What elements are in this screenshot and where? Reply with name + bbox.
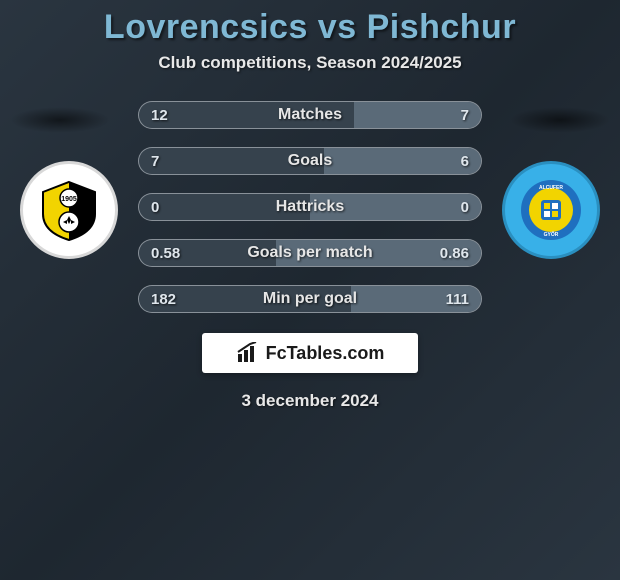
crest-soroksar: 1905 bbox=[37, 178, 101, 242]
stat-bar-goals-per-match: 0.58 Goals per match 0.86 bbox=[138, 239, 482, 267]
stat-value-right: 7 bbox=[461, 107, 469, 124]
svg-text:GYŐR: GYŐR bbox=[544, 231, 559, 238]
brand-box: FcTables.com bbox=[202, 333, 418, 373]
chart-icon bbox=[236, 342, 260, 364]
stat-label: Goals bbox=[139, 152, 481, 170]
date-text: 3 december 2024 bbox=[241, 391, 378, 411]
stats-row: 1905 ALCUFER GYŐ bbox=[0, 101, 620, 313]
stat-value-right: 0.86 bbox=[440, 245, 469, 262]
stat-bar-min-per-goal: 182 Min per goal 111 bbox=[138, 285, 482, 313]
comparison-card: Lovrencsics vs Pishchur Club competition… bbox=[0, 0, 620, 411]
stat-value-right: 0 bbox=[461, 199, 469, 216]
stats-list: 12 Matches 7 7 Goals 6 0 Hattricks 0 bbox=[138, 101, 482, 313]
stat-label: Goals per match bbox=[139, 244, 481, 262]
team-badge-left: 1905 bbox=[20, 161, 118, 259]
badge-shadow-right bbox=[510, 107, 610, 133]
crest-gyirmot: ALCUFER GYŐR bbox=[519, 178, 583, 242]
brand-text: FcTables.com bbox=[266, 343, 385, 364]
stat-value-right: 6 bbox=[461, 153, 469, 170]
stat-label: Hattricks bbox=[139, 198, 481, 216]
stat-label: Matches bbox=[139, 106, 481, 124]
svg-text:1905: 1905 bbox=[61, 196, 77, 203]
svg-text:ALCUFER: ALCUFER bbox=[539, 185, 563, 191]
badge-shadow-left bbox=[10, 107, 110, 133]
stat-bar-matches: 12 Matches 7 bbox=[138, 101, 482, 129]
stat-label: Min per goal bbox=[139, 290, 481, 308]
subtitle: Club competitions, Season 2024/2025 bbox=[158, 53, 461, 73]
team-badge-right: ALCUFER GYŐR bbox=[502, 161, 600, 259]
stat-value-right: 111 bbox=[446, 291, 469, 308]
stat-bar-goals: 7 Goals 6 bbox=[138, 147, 482, 175]
stat-bar-hattricks: 0 Hattricks 0 bbox=[138, 193, 482, 221]
page-title: Lovrencsics vs Pishchur bbox=[104, 8, 516, 47]
